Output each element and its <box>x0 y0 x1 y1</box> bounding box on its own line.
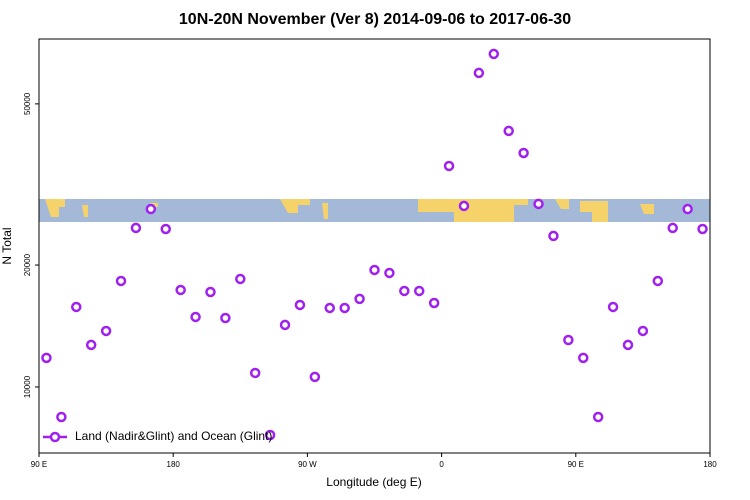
point <box>235 273 246 285</box>
point <box>622 339 634 351</box>
x-tick-label: 90 E <box>31 460 47 469</box>
x-tick-label: 90 E <box>568 460 584 469</box>
point <box>413 285 425 297</box>
point <box>354 293 365 305</box>
legend-label: Land (Nadir&Glint) and Ocean (Glint) <box>75 429 272 443</box>
point <box>503 125 514 137</box>
point <box>264 429 276 441</box>
y-tick-label: 10000 <box>23 375 32 398</box>
point <box>294 299 306 311</box>
point <box>100 325 112 337</box>
point <box>205 286 216 298</box>
point <box>697 223 708 235</box>
point <box>160 223 171 235</box>
y-axis-label: N Total <box>0 227 14 264</box>
point <box>220 312 231 324</box>
map-strip <box>39 199 710 222</box>
point <box>637 325 649 337</box>
point <box>667 222 678 234</box>
point <box>488 48 500 60</box>
point <box>607 301 619 313</box>
point <box>339 302 350 314</box>
point <box>175 284 186 296</box>
point <box>279 319 291 331</box>
point <box>443 160 455 172</box>
point <box>324 302 336 314</box>
x-axis-label: Longitude (deg E) <box>326 475 421 489</box>
y-tick-label: 20000 <box>23 253 32 276</box>
point <box>249 367 261 379</box>
point <box>41 352 52 364</box>
point <box>399 285 410 297</box>
point <box>458 200 470 212</box>
point <box>115 275 127 287</box>
point <box>309 371 321 383</box>
x-tick-label: 90 W <box>298 460 317 469</box>
point <box>85 339 97 351</box>
point <box>428 297 440 309</box>
x-tick-label: 180 <box>167 460 181 469</box>
point <box>56 411 67 423</box>
x-tick-label: 0 <box>439 460 444 469</box>
point <box>71 301 82 313</box>
legend-marker <box>49 431 61 443</box>
point <box>130 222 142 234</box>
point <box>533 198 544 210</box>
point <box>548 230 559 242</box>
point <box>563 334 574 346</box>
point <box>369 264 380 276</box>
point <box>592 411 604 423</box>
y-tick-label: 50000 <box>23 92 32 115</box>
x-tick-label: 180 <box>703 460 717 469</box>
point <box>518 147 529 159</box>
point <box>682 203 693 215</box>
point <box>473 67 485 79</box>
point <box>384 267 395 279</box>
chart-title: 10N-20N November (Ver 8) 2014-09-06 to 2… <box>179 11 571 28</box>
point <box>190 311 201 323</box>
point <box>145 203 157 215</box>
point <box>652 275 664 287</box>
point <box>578 352 589 364</box>
plot-frame <box>38 38 711 454</box>
